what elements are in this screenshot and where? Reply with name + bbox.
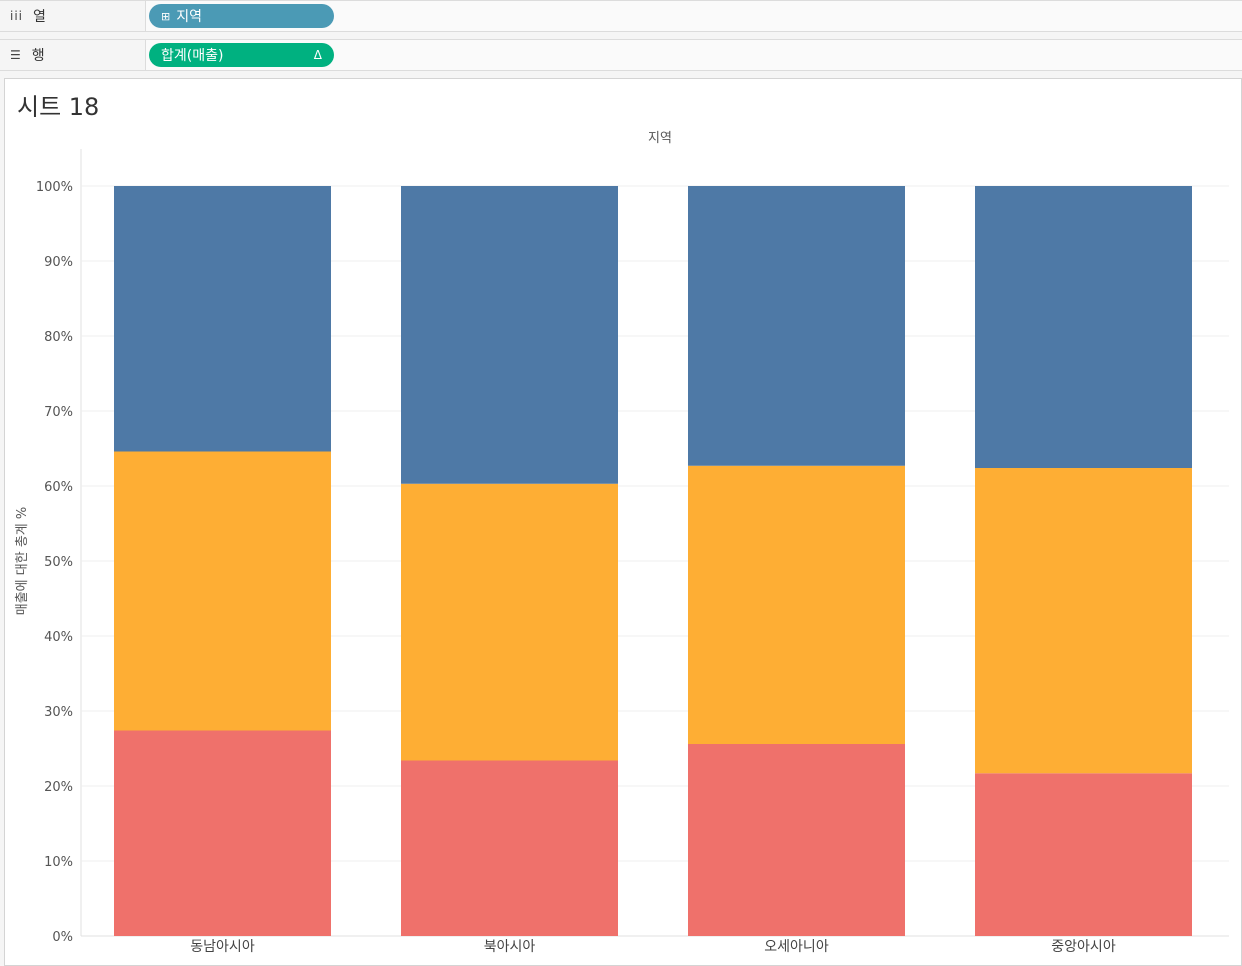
bar-segment bbox=[975, 468, 1192, 774]
sheet-title: 시트 18 bbox=[17, 93, 100, 121]
worksheet: 시트 18 0% 10% 20% 30% 40% 50% 60% 70% 80% 90% 100% 지… bbox=[4, 78, 1242, 966]
y-tick-label: 40% bbox=[44, 630, 73, 645]
y-tick-label: 20% bbox=[44, 780, 73, 795]
columns-icon: iii bbox=[10, 9, 24, 23]
y-tick-label: 0% bbox=[52, 930, 73, 945]
bar-segment bbox=[688, 744, 905, 936]
y-tick-label: 10% bbox=[44, 855, 73, 870]
rows-label: 행 bbox=[31, 48, 45, 64]
y-tick-label: 70% bbox=[44, 405, 73, 420]
bar-segment bbox=[975, 773, 1192, 936]
delta-icon: Δ bbox=[313, 48, 322, 62]
x-category-label: 오세아니아 bbox=[764, 939, 829, 955]
rows-shelf: ☰ 행 합계(매출) Δ bbox=[0, 39, 1242, 71]
bar-segment bbox=[975, 186, 1192, 468]
rows-shelf-label: ☰ 행 bbox=[0, 40, 146, 70]
rows-icon: ☰ bbox=[10, 48, 22, 62]
sales-sum-pill[interactable]: 합계(매출) Δ bbox=[149, 43, 334, 67]
column-header-label: 지역 bbox=[648, 131, 672, 146]
x-category-label: 동남아시아 bbox=[190, 939, 255, 955]
bar-segment bbox=[401, 483, 618, 761]
region-pill[interactable]: ⊞ 지역 bbox=[149, 4, 334, 28]
bar-segment bbox=[401, 186, 618, 484]
y-axis-title: 매출에 대한 총계 % bbox=[15, 507, 30, 615]
bar-segment bbox=[114, 451, 331, 731]
y-tick-label: 80% bbox=[44, 330, 73, 345]
x-category-label: 북아시아 bbox=[484, 939, 536, 955]
rows-drop-area[interactable]: 합계(매출) Δ bbox=[146, 40, 1242, 70]
sales-sum-pill-label: 합계(매출) bbox=[161, 48, 224, 64]
bar-segment bbox=[688, 465, 905, 744]
y-tick-label: 90% bbox=[44, 255, 73, 270]
columns-shelf: iii 열 ⊞ 지역 bbox=[0, 0, 1242, 32]
region-pill-label: 지역 bbox=[176, 9, 202, 25]
y-tick-label: 100% bbox=[36, 180, 73, 195]
y-tick-label: 30% bbox=[44, 705, 73, 720]
columns-label: 열 bbox=[33, 9, 46, 25]
expand-plus-icon[interactable]: ⊞ bbox=[161, 9, 171, 23]
columns-shelf-label: iii 열 bbox=[0, 1, 146, 31]
x-category-label: 중앙아시아 bbox=[1051, 939, 1116, 955]
bar-segment bbox=[401, 760, 618, 936]
bar-segment bbox=[114, 186, 331, 452]
bar-segment bbox=[688, 186, 905, 466]
y-tick-label: 60% bbox=[44, 480, 73, 495]
columns-drop-area[interactable]: ⊞ 지역 bbox=[146, 1, 1242, 31]
bar-segment bbox=[114, 730, 331, 936]
y-tick-label: 50% bbox=[44, 555, 73, 570]
